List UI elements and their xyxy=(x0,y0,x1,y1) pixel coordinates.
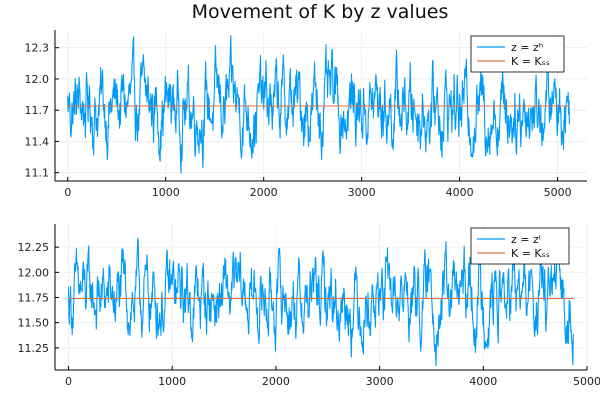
y-tick-label: 11.50 xyxy=(18,317,50,330)
series-line xyxy=(67,34,570,174)
x-tick-label: 3000 xyxy=(348,186,376,199)
legend: z = zˡK = Kₛₛ xyxy=(470,227,570,265)
x-tick-label: 0 xyxy=(64,186,71,199)
y-tick-label: 11.1 xyxy=(25,167,50,180)
x-tick-label: 1000 xyxy=(152,186,180,199)
legend-label: z = zʰ xyxy=(511,41,543,54)
x-tick-label: 4000 xyxy=(469,375,497,388)
y-tick-label: 12.3 xyxy=(25,42,50,55)
x-tick-label: 0 xyxy=(65,375,72,388)
legend-label: z = zˡ xyxy=(511,233,541,246)
x-tick-label: 5000 xyxy=(544,186,572,199)
legend: z = zʰK = Kₛₛ xyxy=(470,35,565,73)
y-tick-label: 11.25 xyxy=(18,342,50,355)
legend-label: K = Kₛₛ xyxy=(511,247,550,260)
top-panel: 0 1000 2000 3000 4000 5000 11.1 11.4 11.7 12.0 12.… xyxy=(25,30,587,199)
legend-label: K = Kₛₛ xyxy=(511,55,550,68)
x-tick-label: 2000 xyxy=(250,186,278,199)
y-tick-label: 12.0 xyxy=(25,73,50,86)
legend-box xyxy=(470,227,570,265)
x-tick-label: 1000 xyxy=(158,375,186,388)
y-tick-label: 11.4 xyxy=(25,135,50,148)
x-tick-label: 3000 xyxy=(366,375,394,388)
legend-box xyxy=(470,35,565,73)
series-line xyxy=(67,234,574,367)
bottom-panel: 0 1000 2000 3000 4000 5000 11.25 11.50 11.75 12.0… xyxy=(18,224,600,388)
y-tick-label: 12.00 xyxy=(18,266,50,279)
chart-title: Movement of K by z values xyxy=(192,1,449,23)
y-tick-label: 12.25 xyxy=(18,241,50,254)
x-tick-label: 4000 xyxy=(446,186,474,199)
x-tick-label: 5000 xyxy=(573,375,600,388)
x-tick-label: 2000 xyxy=(262,375,290,388)
y-tick-label: 11.75 xyxy=(18,292,50,305)
y-tick-label: 11.7 xyxy=(25,104,50,117)
